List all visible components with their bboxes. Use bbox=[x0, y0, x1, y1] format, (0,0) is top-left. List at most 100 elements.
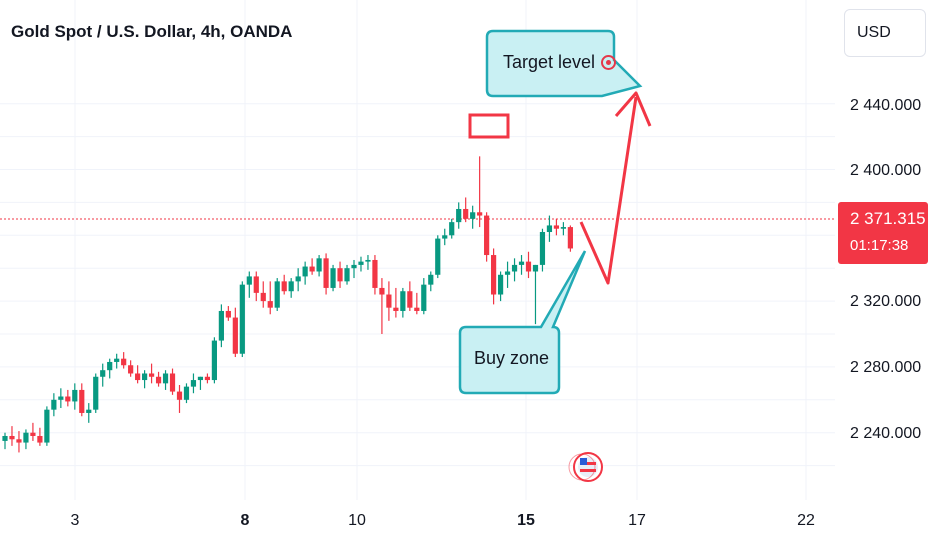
candle-body bbox=[386, 294, 392, 308]
candle-body bbox=[51, 399, 57, 410]
candle-body bbox=[86, 409, 92, 413]
candle-body bbox=[414, 307, 420, 311]
candle-body bbox=[135, 373, 141, 381]
candle-body bbox=[114, 358, 120, 362]
candle-body bbox=[253, 276, 259, 293]
candle-body bbox=[428, 274, 434, 285]
candle-body bbox=[267, 301, 273, 308]
candle-body bbox=[260, 292, 266, 302]
candle-body bbox=[323, 258, 329, 288]
us-event-icon[interactable] bbox=[568, 452, 603, 482]
candle-body bbox=[16, 439, 22, 443]
candle-body bbox=[204, 376, 211, 381]
candle-body bbox=[23, 432, 29, 443]
candle-body bbox=[435, 238, 441, 275]
candle-body bbox=[309, 266, 315, 272]
candle-body bbox=[456, 208, 462, 223]
last-price-tag: 2 371.315 01:17:38 bbox=[838, 202, 928, 264]
candle-body bbox=[72, 389, 78, 402]
candle-body bbox=[211, 340, 217, 381]
candle-body bbox=[121, 358, 127, 366]
candle-body bbox=[484, 215, 490, 256]
candle-body bbox=[567, 227, 573, 249]
candle-body bbox=[560, 227, 566, 229]
time-tick: 3 bbox=[70, 512, 80, 529]
currency-button[interactable]: USD bbox=[844, 9, 926, 57]
candle-body bbox=[93, 376, 99, 410]
candle-body bbox=[288, 281, 294, 292]
candle-series bbox=[2, 156, 573, 453]
price-tick: 2 440.000 bbox=[850, 97, 922, 114]
candle-body bbox=[344, 268, 350, 282]
candle-body bbox=[58, 396, 64, 400]
last-price-value: 2 371.315 bbox=[850, 209, 926, 228]
candle-body bbox=[470, 212, 476, 219]
candle-body bbox=[532, 264, 539, 272]
candle-body bbox=[225, 310, 231, 318]
candle-body bbox=[65, 396, 71, 402]
candle-body bbox=[100, 370, 106, 377]
candle-body bbox=[504, 271, 511, 275]
price-tick: 2 240.000 bbox=[850, 425, 922, 442]
chart-title: Gold Spot / U.S. Dollar, 4h, OANDA bbox=[11, 22, 293, 41]
candle-body bbox=[281, 281, 287, 292]
target-callout-label: Target level bbox=[503, 52, 596, 72]
candle-body bbox=[107, 361, 113, 371]
candle-body bbox=[197, 376, 204, 381]
candle-body bbox=[246, 276, 252, 285]
candle-body bbox=[365, 259, 371, 262]
candle-body bbox=[190, 380, 197, 387]
target-icon bbox=[601, 55, 617, 70]
candle-body bbox=[449, 222, 455, 236]
candle-body bbox=[302, 266, 308, 277]
candle-body bbox=[155, 376, 162, 384]
candle-body bbox=[553, 225, 560, 229]
candle-body bbox=[525, 261, 532, 272]
price-tick: 2 280.000 bbox=[850, 359, 922, 376]
candle-body bbox=[183, 386, 190, 400]
candle-body bbox=[400, 291, 406, 311]
candle-body bbox=[142, 373, 148, 381]
candle-body bbox=[169, 373, 176, 392]
candle-body bbox=[511, 264, 518, 272]
candle-body bbox=[9, 435, 15, 440]
candle-body bbox=[30, 432, 36, 436]
candle-body bbox=[176, 391, 183, 400]
candle-body bbox=[546, 225, 553, 233]
candle-body bbox=[239, 284, 245, 354]
candle-body bbox=[316, 258, 322, 272]
candle-body bbox=[372, 259, 378, 288]
candle-body bbox=[379, 287, 385, 295]
candle-body bbox=[477, 212, 483, 216]
projection-arrow-head bbox=[614, 91, 652, 127]
time-tick: 15 bbox=[517, 512, 535, 529]
candle-body bbox=[351, 264, 357, 269]
candle-body bbox=[491, 255, 497, 295]
candle-body bbox=[393, 307, 399, 311]
chart-grid bbox=[0, 0, 835, 500]
candle-body bbox=[337, 268, 343, 282]
candle-body bbox=[407, 291, 413, 308]
target-callout-shape[interactable] bbox=[485, 29, 643, 98]
candle-body bbox=[442, 235, 448, 239]
time-tick: 17 bbox=[628, 512, 646, 529]
candle-body bbox=[330, 268, 336, 288]
candle-body bbox=[358, 261, 364, 265]
candle-body bbox=[218, 310, 224, 341]
candle-body bbox=[295, 276, 301, 282]
candle-body bbox=[37, 435, 43, 443]
candle-body bbox=[128, 365, 134, 374]
candle-body bbox=[421, 284, 427, 311]
candle-body bbox=[463, 208, 469, 219]
wick-highlight-box bbox=[468, 113, 510, 139]
price-tick: 2 400.000 bbox=[850, 162, 922, 179]
buy-zone-callout-shape[interactable] bbox=[458, 250, 587, 395]
candle-body bbox=[232, 317, 238, 354]
candle-body bbox=[162, 373, 169, 384]
candle-body bbox=[518, 261, 525, 265]
time-tick: 10 bbox=[348, 512, 366, 529]
candle-body bbox=[497, 274, 504, 295]
candle-body bbox=[2, 435, 8, 441]
candle-body bbox=[44, 409, 50, 443]
